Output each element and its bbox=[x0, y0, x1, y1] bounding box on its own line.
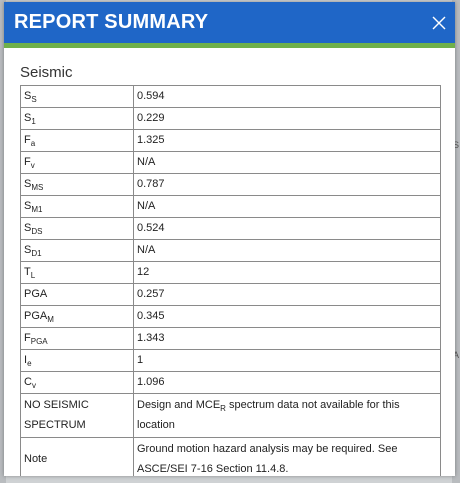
table-row: PGAM 0.345 bbox=[20, 305, 441, 328]
report-summary-modal: REPORT SUMMARY Seismic SS 0.594 S1 0.229 Fa 1… bbox=[4, 2, 455, 476]
table-row: Ie 1 bbox=[20, 349, 441, 372]
parameter-subscript: S bbox=[31, 95, 37, 104]
parameter-subscript: M bbox=[47, 315, 54, 324]
modal-title: REPORT SUMMARY bbox=[14, 11, 209, 33]
parameter-symbol: F bbox=[24, 156, 31, 168]
parameter-name: S1 bbox=[20, 107, 134, 130]
parameter-name: Ie bbox=[20, 349, 134, 372]
table-row: Fv N/A bbox=[20, 151, 441, 174]
no-seismic-label: NO SEISMIC SPECTRUM bbox=[20, 393, 134, 438]
parameter-name: PGAM bbox=[20, 305, 134, 328]
section-title: Seismic bbox=[20, 64, 73, 81]
parameter-symbol: S bbox=[24, 112, 32, 124]
parameter-symbol: PGA bbox=[24, 310, 48, 322]
table-row: SMS 0.787 bbox=[20, 173, 441, 196]
table-row: Fa 1.325 bbox=[20, 129, 441, 152]
parameter-symbol: S bbox=[24, 200, 32, 212]
seismic-summary-table: SS 0.594 S1 0.229 Fa 1.325 Fv N/A SMS 0.787 SM1 N/A… bbox=[20, 85, 441, 476]
no-seismic-value: Design and MCER spectrum data not availa… bbox=[133, 393, 441, 438]
parameter-value: N/A bbox=[133, 195, 441, 218]
no-seismic-value-post: spectrum data not available for this loc… bbox=[137, 399, 400, 431]
table-row: SM1 N/A bbox=[20, 195, 441, 218]
modal-header: REPORT SUMMARY bbox=[4, 2, 455, 43]
table-row: SDS 0.524 bbox=[20, 217, 441, 240]
backdrop-edge-text: A bbox=[452, 350, 459, 360]
parameter-subscript: a bbox=[30, 139, 36, 148]
parameter-symbol: T bbox=[24, 266, 31, 278]
parameter-value: 12 bbox=[133, 261, 441, 284]
parameter-name: Fv bbox=[20, 151, 134, 174]
header-accent-bar bbox=[4, 43, 455, 48]
table-row: TL 12 bbox=[20, 261, 441, 284]
table-row-note: Note Ground motion hazard analysis may b… bbox=[20, 437, 441, 476]
backdrop-edge-text: S bbox=[452, 140, 459, 150]
parameter-symbol: S bbox=[24, 222, 32, 234]
parameter-subscript: M1 bbox=[31, 205, 43, 214]
parameter-symbol: S bbox=[24, 178, 32, 190]
parameter-value: 0.524 bbox=[133, 217, 441, 240]
parameter-name: Fa bbox=[20, 129, 134, 152]
parameter-value: N/A bbox=[133, 239, 441, 262]
no-seismic-value-sub: R bbox=[220, 404, 226, 413]
parameter-value: 1.096 bbox=[133, 371, 441, 394]
parameter-subscript: v bbox=[30, 161, 35, 170]
parameter-symbol: S bbox=[24, 90, 32, 102]
table-row: Cv 1.096 bbox=[20, 371, 441, 394]
close-icon[interactable] bbox=[429, 13, 449, 33]
note-value: Ground motion hazard analysis may be req… bbox=[133, 437, 441, 476]
parameter-symbol: S bbox=[24, 244, 32, 256]
parameter-symbol: C bbox=[24, 376, 32, 388]
parameter-value: N/A bbox=[133, 151, 441, 174]
parameter-subscript: PGA bbox=[30, 337, 48, 346]
parameter-name: FPGA bbox=[20, 327, 134, 350]
table-row-no-seismic: NO SEISMIC SPECTRUM Design and MCER spec… bbox=[20, 393, 441, 438]
parameter-name: PGA bbox=[20, 283, 134, 306]
parameter-value: 0.229 bbox=[133, 107, 441, 130]
table-row: FPGA 1.343 bbox=[20, 327, 441, 350]
note-label: Note bbox=[20, 437, 134, 476]
parameter-subscript: DS bbox=[31, 227, 43, 236]
parameter-name: TL bbox=[20, 261, 134, 284]
parameter-subscript: MS bbox=[31, 183, 44, 192]
parameter-subscript: 1 bbox=[31, 117, 36, 126]
table-row: S1 0.229 bbox=[20, 107, 441, 130]
parameter-value: 1 bbox=[133, 349, 441, 372]
table-row: PGA 0.257 bbox=[20, 283, 441, 306]
parameter-value: 1.325 bbox=[133, 129, 441, 152]
parameter-symbol: F bbox=[24, 134, 31, 146]
parameter-name: SD1 bbox=[20, 239, 134, 262]
parameter-subscript: e bbox=[27, 359, 32, 368]
parameter-symbol: F bbox=[24, 332, 31, 344]
parameter-name: SS bbox=[20, 85, 134, 108]
parameter-name: Cv bbox=[20, 371, 134, 394]
parameter-value: 0.345 bbox=[133, 305, 441, 328]
parameter-value: 1.343 bbox=[133, 327, 441, 350]
parameter-value: 0.257 bbox=[133, 283, 441, 306]
table-row: SD1 N/A bbox=[20, 239, 441, 262]
parameter-name: SDS bbox=[20, 217, 134, 240]
parameter-name: SM1 bbox=[20, 195, 134, 218]
table-row: SS 0.594 bbox=[20, 85, 441, 108]
parameter-name: SMS bbox=[20, 173, 134, 196]
no-seismic-value-pre: Design and MCE bbox=[137, 399, 221, 411]
parameter-subscript: D1 bbox=[31, 249, 42, 258]
parameter-subscript: v bbox=[31, 381, 36, 390]
parameter-subscript: L bbox=[30, 271, 36, 280]
parameter-symbol: I bbox=[24, 354, 28, 366]
parameter-symbol: PGA bbox=[24, 288, 48, 300]
parameter-value: 0.594 bbox=[133, 85, 441, 108]
parameter-value: 0.787 bbox=[133, 173, 441, 196]
modal-body: Seismic SS 0.594 S1 0.229 Fa 1.325 Fv N/A SMS 0.7… bbox=[4, 48, 455, 476]
